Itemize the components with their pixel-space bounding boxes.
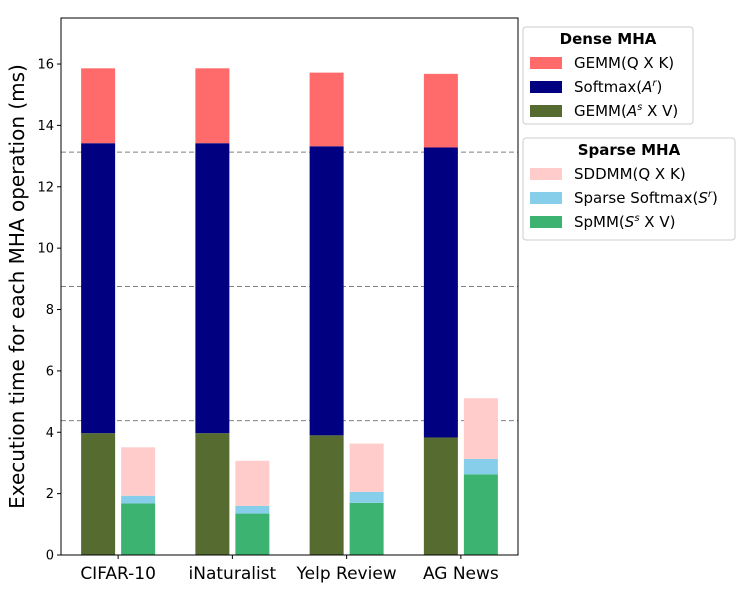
y-tick-label-2: 4 xyxy=(46,426,54,441)
legend-swatch-1-0 xyxy=(530,168,562,180)
plot-frame xyxy=(60,17,519,556)
legend-label-1-0: SDDMM(Q X K) xyxy=(574,165,686,183)
bar-1-2-2 xyxy=(349,443,384,492)
y-tick-label-8: 16 xyxy=(37,58,54,73)
bar-1-0-0 xyxy=(121,503,156,555)
bar-1-2-3 xyxy=(463,398,498,459)
bar-1-1-2 xyxy=(349,491,384,503)
bar-0-0-0 xyxy=(81,433,116,555)
bar-1-0-1 xyxy=(235,513,270,555)
legend: Dense MHA GEMM(Q X K) Softmax(Ar) GEMM(As X… xyxy=(522,26,736,241)
x-tick-label-0: CIFAR-10 xyxy=(80,564,156,584)
bar-0-1-0 xyxy=(81,143,116,434)
y-tick-label-1: 2 xyxy=(46,487,54,502)
legend-label-0-2: GEMM(As X V) xyxy=(574,102,678,120)
bar-1-0-3 xyxy=(463,474,498,555)
y-tick-label-6: 12 xyxy=(37,180,54,195)
y-tick-label-3: 6 xyxy=(46,364,54,379)
bar-1-2-1 xyxy=(235,460,270,506)
x-tick-label-1: iNaturalist xyxy=(189,564,277,584)
legend-swatch-1-1 xyxy=(530,192,562,204)
y-tick-label-5: 10 xyxy=(37,242,54,257)
x-tick-label-2: Yelp Review xyxy=(296,564,397,584)
y-tick-label-4: 8 xyxy=(46,303,54,318)
bar-1-1-3 xyxy=(463,458,498,475)
bar-0-1-1 xyxy=(195,143,230,434)
legend-label-0-0: GEMM(Q X K) xyxy=(574,54,674,72)
bar-1-1-0 xyxy=(121,495,156,504)
bars xyxy=(81,68,498,555)
bar-1-2-0 xyxy=(121,447,156,496)
y-axis: 0 2 4 6 8 10 12 14 16 xyxy=(37,58,61,564)
y-tick-label-0: 0 xyxy=(46,549,54,564)
legend-box-0 xyxy=(522,26,694,125)
legend-label-1-2: SpMM(Ss X V) xyxy=(574,213,675,231)
bar-1-0-2 xyxy=(349,502,384,555)
legend-swatch-0-1 xyxy=(530,81,562,93)
bar-0-2-2 xyxy=(309,72,344,147)
y-axis-label: Execution time for each MHA operation (m… xyxy=(5,64,29,509)
bar-0-1-2 xyxy=(309,146,344,436)
legend-box-1 xyxy=(522,137,736,241)
legend-swatch-0-0 xyxy=(530,57,562,69)
legend-title-1: Sparse MHA xyxy=(578,141,681,159)
legend-label-0-1: Softmax(Ar) xyxy=(574,78,662,96)
x-tick-label-3: AG News xyxy=(423,564,499,584)
y-tick-label-7: 14 xyxy=(37,119,54,134)
legend-swatch-1-2 xyxy=(530,216,562,228)
legend-swatch-0-2 xyxy=(530,105,562,117)
bar-0-0-2 xyxy=(309,435,344,555)
x-axis: CIFAR-10 iNaturalist Yelp Review AG News xyxy=(80,555,499,584)
bar-1-1-1 xyxy=(235,505,270,514)
bar-0-2-3 xyxy=(423,73,458,148)
legend-label-1-1: Sparse Softmax(Sr) xyxy=(574,189,718,207)
bar-0-1-3 xyxy=(423,147,458,438)
bar-0-2-0 xyxy=(81,68,116,144)
bar-0-0-1 xyxy=(195,433,230,555)
bar-0-2-1 xyxy=(195,68,230,144)
bar-0-0-3 xyxy=(423,437,458,555)
legend-title-0: Dense MHA xyxy=(560,30,657,48)
